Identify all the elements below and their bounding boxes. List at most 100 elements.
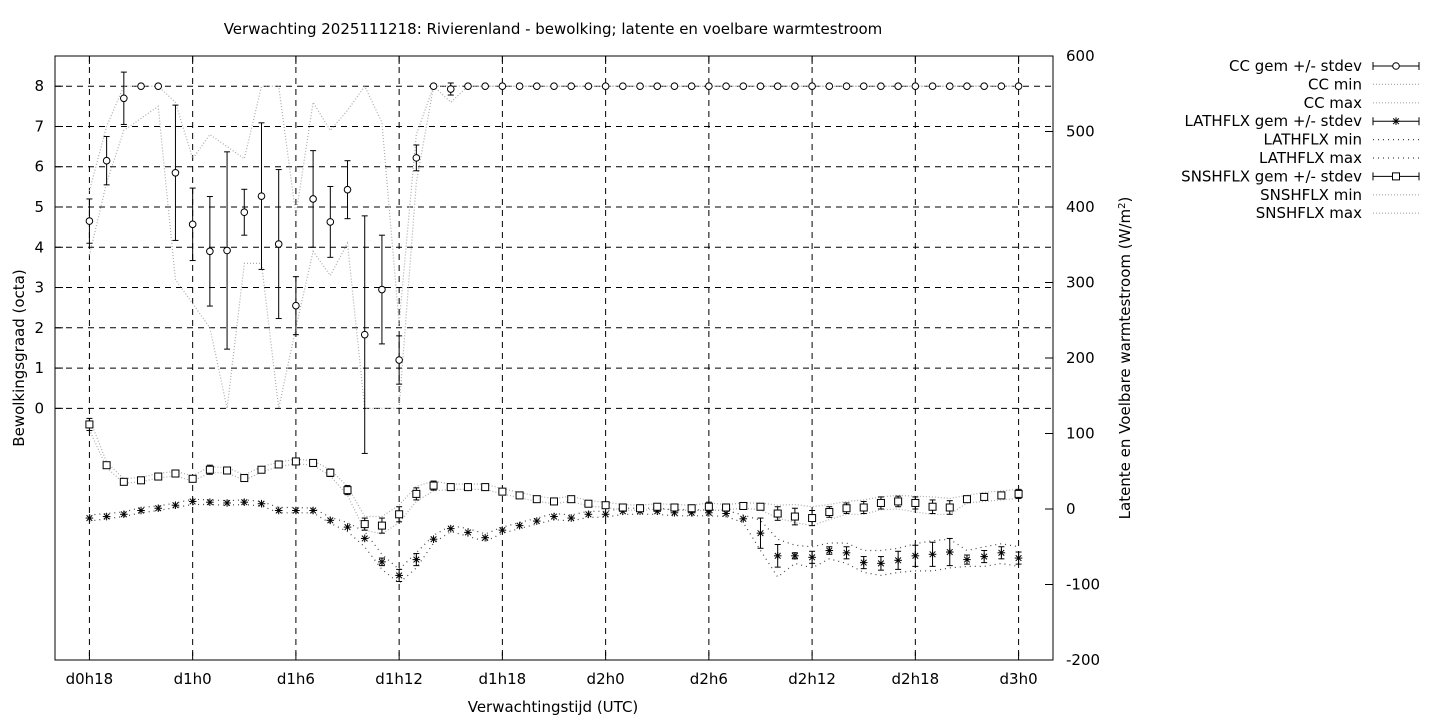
y-tick-label: 3	[34, 279, 44, 297]
data-point-square	[636, 504, 645, 513]
legend-item-7: SNSHFLX min	[1260, 186, 1419, 204]
data-point-circle	[102, 156, 111, 165]
data-point-star	[825, 546, 834, 555]
data-point-square	[842, 504, 851, 513]
y2-tick-label: 300	[1066, 274, 1095, 292]
data-point-circle	[687, 82, 696, 90]
data-point-circle	[945, 82, 954, 90]
data-point-square	[756, 502, 765, 511]
data-point-star	[550, 512, 558, 521]
data-point-circle	[1392, 62, 1400, 70]
data-point-circle	[739, 82, 748, 90]
data-point-square	[550, 497, 558, 506]
data-point-star	[274, 506, 283, 515]
data-point-square	[567, 495, 576, 504]
data-point-circle	[395, 356, 403, 364]
data-point-circle	[343, 185, 352, 194]
data-point-circle	[756, 82, 765, 90]
data-point-star	[498, 526, 507, 534]
data-point-star	[601, 510, 610, 519]
data-point-square	[463, 483, 472, 492]
data-point-circle	[429, 82, 438, 90]
data-point-star	[188, 497, 197, 506]
data-point-circle	[1014, 82, 1023, 90]
data-point-star	[412, 555, 421, 564]
y2-tick-label: 100	[1066, 425, 1095, 443]
x-tick-label: d2h12	[788, 670, 836, 688]
y2-tick-label: 500	[1066, 123, 1095, 141]
data-point-square	[618, 503, 627, 512]
y2-tick-label: -100	[1066, 576, 1100, 594]
data-point-square	[171, 469, 180, 478]
data-point-star	[773, 552, 782, 560]
legend-item-1: CC min	[1308, 75, 1419, 93]
data-point-circle	[378, 285, 386, 294]
data-point-square	[859, 503, 868, 512]
data-point-star	[945, 548, 954, 556]
x-tick-label: d3h0	[1000, 670, 1038, 688]
data-point-star	[429, 535, 438, 543]
data-point-square	[980, 492, 989, 501]
plot-frame	[54, 55, 1054, 661]
data-point-square	[326, 468, 335, 477]
data-point-circle	[274, 240, 283, 248]
series-line-5	[89, 498, 1019, 571]
data-point-star	[791, 552, 799, 560]
data-point-square	[773, 509, 782, 518]
data-point-star	[515, 521, 524, 530]
data-point-square	[1392, 172, 1400, 181]
data-point-square	[257, 465, 266, 474]
data-point-square	[515, 491, 524, 500]
data-point-circle	[326, 218, 335, 226]
data-point-circle	[670, 82, 679, 90]
series-line-1	[88, 85, 1019, 409]
data-point-star	[240, 498, 249, 507]
data-point-square	[928, 502, 937, 511]
data-point-star	[464, 528, 472, 537]
data-point-star	[567, 514, 576, 522]
y-tick-label: 0	[34, 399, 44, 417]
data-point-square	[687, 504, 696, 513]
data-point-square	[876, 498, 885, 507]
data-point-circle	[481, 82, 489, 90]
data-point-circle	[705, 82, 713, 90]
legend-label: CC min	[1308, 75, 1362, 93]
data-point-circle	[601, 82, 610, 90]
data-point-square	[894, 497, 903, 506]
legend-label: LATHFLX gem +/- stdev	[1184, 112, 1362, 130]
data-point-circle	[446, 85, 455, 93]
data-point-star	[326, 516, 335, 525]
series-6-points	[85, 417, 1023, 534]
data-point-square	[412, 489, 421, 498]
data-point-square	[446, 483, 455, 492]
legend-label: CC gem +/- stdev	[1229, 57, 1362, 75]
legend-label: SNSHFLX gem +/- stdev	[1181, 167, 1362, 185]
data-point-square	[291, 457, 300, 466]
data-point-star	[171, 501, 180, 510]
data-point-circle	[188, 220, 197, 229]
data-point-circle	[773, 82, 782, 90]
data-point-square	[395, 510, 404, 519]
data-point-square	[360, 520, 369, 529]
legend-item-0: CC gem +/- stdev	[1229, 57, 1420, 75]
data-point-star	[257, 499, 266, 508]
data-point-square	[119, 477, 128, 486]
y2-axis-label: Latente en Voelbare warmtestroom (W/m2)	[1116, 197, 1134, 520]
data-point-circle	[412, 154, 421, 162]
legend-label: SNSHFLX min	[1260, 186, 1362, 204]
data-point-star	[808, 553, 816, 562]
data-point-star	[877, 559, 885, 568]
series-0-points	[85, 71, 1023, 454]
data-point-square	[309, 458, 318, 467]
data-point-square	[188, 474, 197, 483]
data-point-circle	[808, 82, 816, 90]
data-point-circle	[653, 82, 662, 90]
legend-label: SNSHFLX max	[1256, 204, 1362, 222]
data-point-star	[963, 555, 971, 564]
y-tick-label: 8	[34, 77, 44, 95]
data-point-star	[894, 556, 902, 565]
grid-lines	[55, 56, 1053, 660]
data-point-star	[928, 550, 937, 559]
data-point-circle	[842, 82, 851, 90]
